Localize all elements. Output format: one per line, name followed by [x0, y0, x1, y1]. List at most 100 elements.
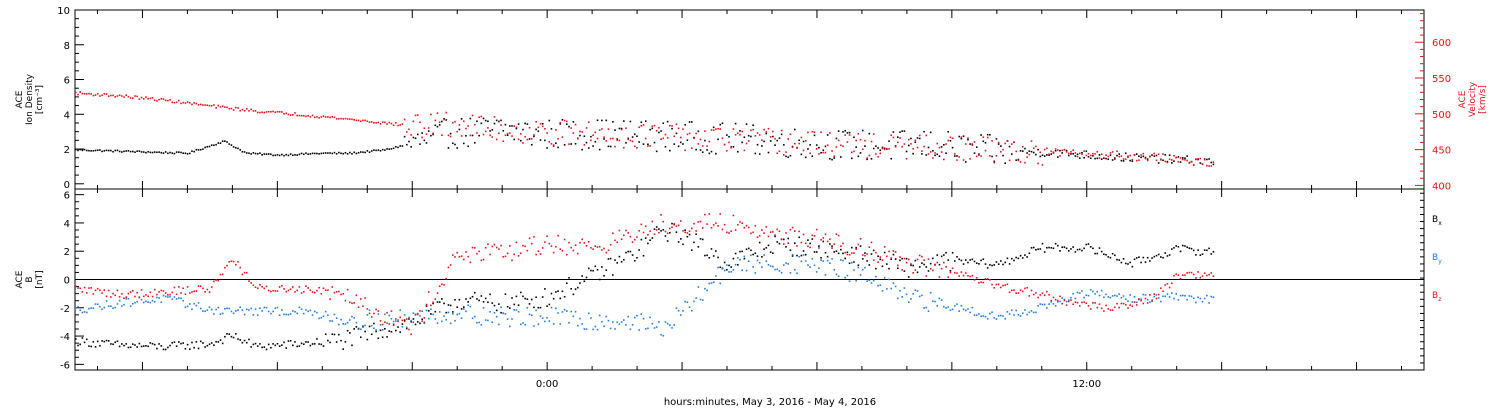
- data-point: [1116, 295, 1118, 297]
- data-point: [739, 250, 741, 253]
- data-point: [1133, 295, 1136, 298]
- data-point: [447, 311, 450, 314]
- data-point: [967, 137, 969, 140]
- data-point: [414, 323, 417, 326]
- data-point: [142, 295, 145, 298]
- data-point: [1035, 291, 1037, 294]
- data-point: [918, 137, 921, 140]
- data-point: [1160, 158, 1162, 161]
- data-point: [281, 344, 283, 346]
- data-point: [888, 140, 890, 142]
- data-point: [364, 324, 366, 327]
- data-point: [561, 311, 564, 313]
- data-point: [991, 311, 993, 314]
- data-point: [443, 284, 445, 286]
- data-point: [664, 230, 667, 233]
- data-point: [623, 120, 625, 122]
- data-point: [1030, 310, 1033, 312]
- data-point: [798, 139, 800, 142]
- data-point: [226, 141, 228, 143]
- data-point: [949, 309, 952, 312]
- data-point: [1138, 155, 1140, 158]
- data-point: [1000, 314, 1002, 317]
- data-point: [500, 119, 502, 122]
- y-axis-label: [cm⁻³]: [35, 85, 45, 114]
- data-point: [138, 342, 141, 345]
- data-point: [441, 120, 443, 123]
- data-point: [541, 317, 544, 319]
- data-point: [921, 153, 923, 155]
- data-point: [669, 149, 671, 152]
- data-point: [186, 153, 189, 155]
- data-point: [239, 109, 242, 112]
- data-point: [1212, 275, 1215, 277]
- data-point: [305, 115, 307, 118]
- data-point: [1061, 246, 1064, 249]
- data-point: [112, 307, 114, 310]
- data-point: [506, 318, 509, 320]
- data-point: [513, 309, 516, 311]
- data-point: [811, 155, 814, 157]
- data-point: [623, 258, 625, 261]
- data-point: [416, 312, 419, 315]
- right-axis-label: Velocity: [1468, 81, 1478, 117]
- data-point: [1179, 250, 1182, 253]
- data-point: [405, 131, 408, 133]
- data-point: [1107, 308, 1110, 310]
- data-point: [495, 315, 498, 318]
- data-point: [186, 286, 189, 288]
- data-point: [316, 338, 318, 340]
- data-point: [561, 290, 564, 293]
- data-point: [986, 278, 989, 280]
- data-point: [675, 132, 678, 135]
- data-point: [916, 290, 919, 292]
- data-point: [932, 157, 934, 159]
- data-point: [219, 273, 222, 276]
- data-point: [993, 161, 996, 164]
- data-point: [193, 302, 195, 305]
- data-point: [79, 91, 81, 93]
- data-point: [1105, 304, 1107, 307]
- data-point: [1052, 151, 1055, 154]
- data-point: [388, 121, 391, 124]
- data-point: [550, 142, 553, 145]
- data-point: [1133, 154, 1136, 156]
- data-point: [1111, 309, 1114, 311]
- data-point: [590, 247, 592, 249]
- data-point: [962, 159, 965, 161]
- data-point: [509, 325, 511, 328]
- data-point: [511, 318, 513, 320]
- data-point: [1037, 296, 1039, 299]
- data-point: [745, 269, 748, 272]
- data-point: [278, 154, 281, 157]
- data-point: [169, 151, 171, 154]
- data-point: [772, 265, 774, 268]
- data-point: [647, 233, 649, 236]
- data-point: [478, 299, 480, 302]
- data-point: [344, 299, 347, 302]
- data-point: [359, 336, 362, 339]
- data-point: [888, 250, 890, 253]
- data-point: [660, 230, 662, 232]
- data-point: [256, 287, 259, 290]
- data-point: [1010, 143, 1013, 145]
- data-point: [929, 151, 932, 153]
- data-point: [695, 297, 697, 299]
- data-point: [675, 225, 678, 227]
- data-point: [77, 149, 79, 152]
- data-point: [846, 141, 849, 143]
- data-point: [609, 145, 612, 148]
- data-point: [219, 106, 222, 108]
- data-point: [1028, 150, 1031, 152]
- data-point: [980, 155, 982, 157]
- data-point: [107, 305, 110, 308]
- data-point: [498, 303, 500, 305]
- data-point: [690, 227, 693, 230]
- data-point: [633, 133, 636, 136]
- data-point: [478, 116, 480, 119]
- data-point: [587, 241, 590, 243]
- data-point: [864, 139, 866, 142]
- data-point: [669, 231, 671, 234]
- data-point: [182, 299, 185, 302]
- data-point: [366, 308, 369, 310]
